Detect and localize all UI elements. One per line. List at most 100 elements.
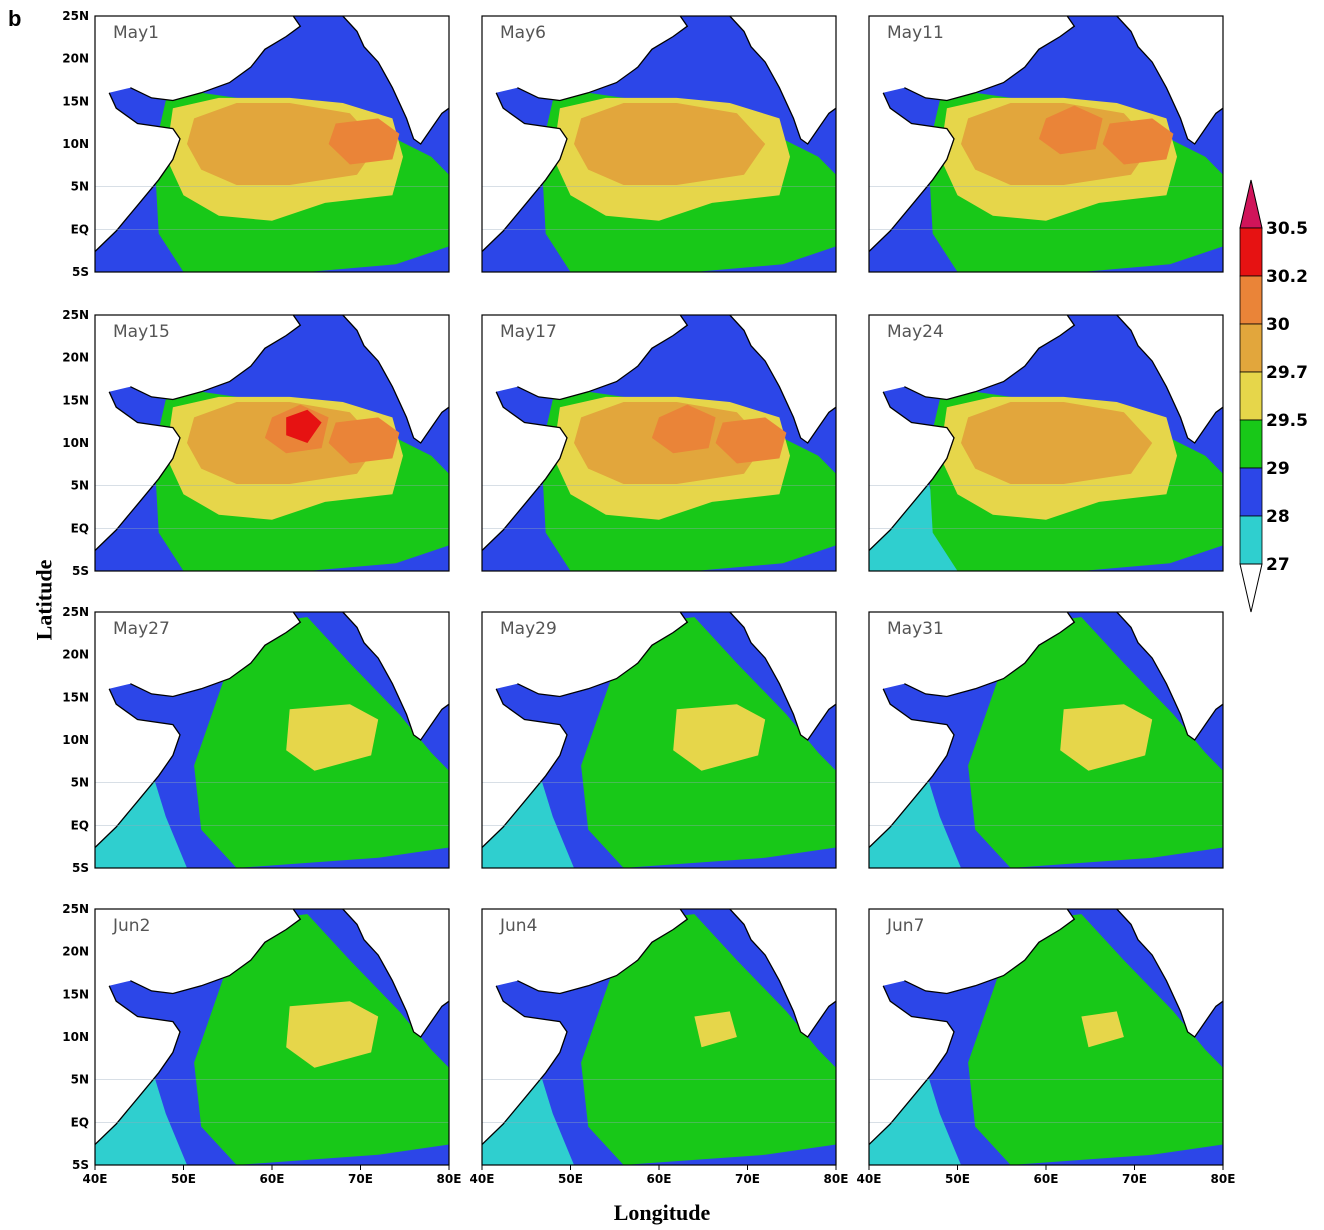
coastline bbox=[130, 611, 302, 698]
land-india bbox=[729, 16, 836, 144]
coastline bbox=[481, 688, 568, 848]
coastline bbox=[868, 688, 955, 848]
lat-tick-label: 20N bbox=[62, 351, 89, 365]
land-arabia-africa bbox=[95, 909, 301, 1145]
land-arabia-africa bbox=[482, 16, 688, 252]
colorbar-level-label: 27 bbox=[1266, 555, 1290, 575]
lat-tick-label: 10N bbox=[62, 137, 89, 151]
coastline bbox=[904, 314, 1076, 401]
panel-date-label: Jun4 bbox=[499, 916, 537, 936]
land-arabia-africa bbox=[869, 909, 1075, 1145]
lon-tick-label: 60E bbox=[260, 1172, 285, 1186]
land-arabia-africa bbox=[869, 16, 1075, 252]
lat-tick-label: 10N bbox=[62, 733, 89, 747]
map-panel: May6 bbox=[481, 15, 837, 273]
land-arabia-africa bbox=[95, 315, 301, 551]
coastline bbox=[517, 611, 689, 698]
land-india bbox=[1116, 612, 1223, 740]
land-india bbox=[729, 315, 836, 443]
panel-frame bbox=[868, 611, 1224, 869]
warm-region-30 bbox=[328, 417, 400, 464]
coastline bbox=[481, 985, 568, 1145]
warm-region-29.5 bbox=[286, 1001, 379, 1068]
coastline bbox=[94, 985, 181, 1145]
coastline bbox=[481, 391, 568, 551]
map-panel: Jun7 40E 50E 60E 70E 80E bbox=[857, 908, 1235, 1186]
map-panel: May15 25N 20N 15N 10N 5N EQ 5S bbox=[62, 308, 450, 578]
land-arabia-africa bbox=[95, 16, 301, 252]
coastline bbox=[517, 314, 689, 401]
panel-frame bbox=[481, 611, 837, 869]
panel-frame bbox=[94, 611, 450, 869]
warm-region-30 bbox=[651, 404, 716, 454]
panel-date-label: Jun7 bbox=[886, 916, 924, 936]
map-panel: Jun4 40E 50E 60E 70E 80E bbox=[470, 908, 849, 1186]
coastline bbox=[130, 15, 302, 102]
colorbar-band bbox=[1239, 371, 1263, 421]
colorbar-band bbox=[1239, 323, 1263, 373]
panel-date-label: May31 bbox=[887, 619, 944, 639]
warm-region-29.5 bbox=[694, 1011, 737, 1048]
coastline bbox=[94, 92, 181, 252]
warm-region-29.5 bbox=[286, 704, 379, 771]
colorbar-level-label: 29.5 bbox=[1266, 411, 1308, 431]
coastline bbox=[342, 611, 450, 741]
panel-date-label: May27 bbox=[113, 619, 170, 639]
lon-tick-label: 40E bbox=[857, 1172, 882, 1186]
colorbar-band bbox=[1239, 467, 1263, 517]
cold-water-region bbox=[482, 1067, 574, 1165]
colorbar-level-label: 30.2 bbox=[1266, 267, 1308, 287]
lat-tick-label: 5S bbox=[72, 1158, 89, 1172]
lon-tick-label: 80E bbox=[824, 1172, 849, 1186]
lat-tick-label: 15N bbox=[62, 690, 89, 704]
lon-tick-label: 70E bbox=[1122, 1172, 1147, 1186]
lat-tick-label: 5S bbox=[72, 861, 89, 875]
panel-date-label: May6 bbox=[500, 23, 546, 43]
panel-date-label: Jun2 bbox=[112, 916, 150, 936]
lat-tick-label: 20N bbox=[62, 52, 89, 66]
warm-region-29.7 bbox=[961, 402, 1153, 484]
lat-tick-label: 10N bbox=[62, 1030, 89, 1044]
coastline bbox=[729, 908, 837, 1038]
lat-tick-label: 15N bbox=[62, 393, 89, 407]
land-india bbox=[342, 612, 449, 740]
lat-tick-label: 25N bbox=[62, 308, 89, 322]
coastline bbox=[868, 985, 955, 1145]
cold-water-region bbox=[869, 473, 961, 571]
map-panel: May11 bbox=[868, 15, 1224, 273]
lat-tick-label: 5S bbox=[72, 564, 89, 578]
coastline bbox=[729, 611, 837, 741]
map-panel: May31 bbox=[868, 611, 1224, 869]
warm-region-30 bbox=[328, 118, 400, 165]
lat-tick-label: 5N bbox=[71, 1073, 89, 1087]
sst-map-figure: May1 25N 20N 15N 10N 5N EQ 5S May6 May11 May15 25N 2… bbox=[62, 9, 1308, 1186]
map-panel: May17 bbox=[481, 314, 837, 572]
panel-frame bbox=[94, 15, 450, 273]
cold-water-region bbox=[869, 1067, 961, 1165]
lon-tick-label: 60E bbox=[1034, 1172, 1059, 1186]
warm-region-30 bbox=[715, 417, 787, 464]
coastline bbox=[729, 314, 837, 444]
coastline bbox=[130, 908, 302, 995]
coastline bbox=[94, 688, 181, 848]
coastline bbox=[904, 908, 1076, 995]
panel-frame bbox=[868, 314, 1224, 572]
colorbar-extend-max bbox=[1239, 179, 1263, 229]
lat-tick-label: 25N bbox=[62, 902, 89, 916]
land-arabia-africa bbox=[482, 909, 688, 1145]
lat-tick-label: 5N bbox=[71, 776, 89, 790]
panel-frame bbox=[868, 15, 1224, 273]
colorbar: 30.5 30.2 30 29.7 29.5 29 28 27 bbox=[1239, 179, 1308, 613]
colorbar-band bbox=[1239, 515, 1263, 565]
lon-tick-label: 40E bbox=[83, 1172, 108, 1186]
map-panel: May24 bbox=[868, 314, 1224, 572]
map-panel: May29 bbox=[481, 611, 837, 869]
coastline bbox=[1116, 15, 1224, 145]
lat-tick-label: 15N bbox=[62, 987, 89, 1001]
coastline bbox=[904, 611, 1076, 698]
coastline bbox=[94, 391, 181, 551]
warm-region-30.2 bbox=[286, 409, 322, 443]
coastline bbox=[868, 391, 955, 551]
coastline bbox=[868, 92, 955, 252]
